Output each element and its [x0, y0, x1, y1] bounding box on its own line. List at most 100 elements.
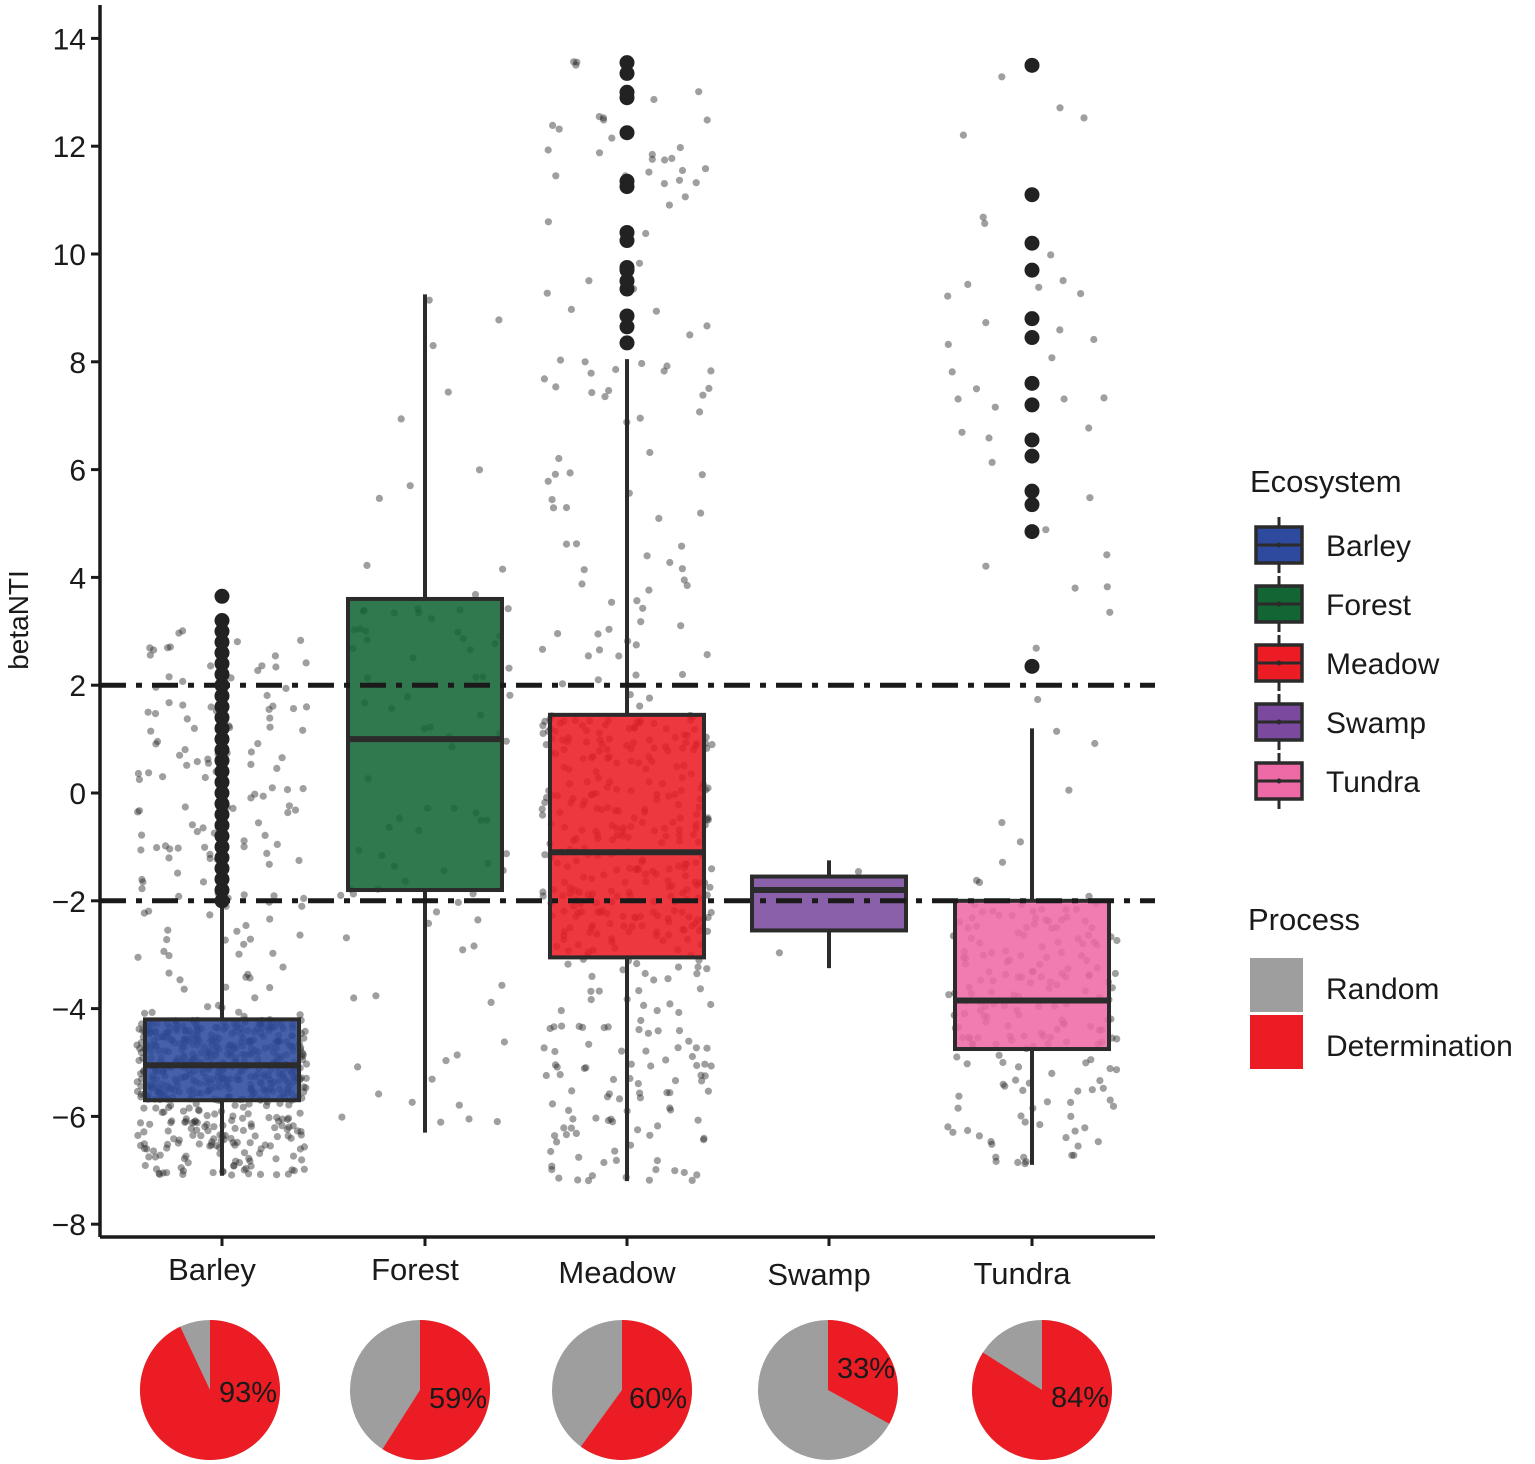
jitter-point [1056, 326, 1064, 334]
jitter-point [665, 201, 674, 209]
outlier-point [214, 763, 230, 779]
jitter-point [553, 1138, 561, 1146]
jitter-point [269, 949, 277, 957]
jitter-point [703, 116, 711, 124]
jitter-point [279, 963, 287, 971]
jitter-point [587, 369, 595, 377]
outlier-point [619, 319, 635, 335]
jitter-point [140, 1104, 148, 1112]
jitter-point [487, 998, 495, 1007]
legend-label: Swamp [1326, 707, 1426, 740]
jitter-point [551, 1061, 560, 1069]
jitter-point [1067, 1098, 1075, 1106]
jitter-point [147, 727, 155, 735]
jitter-point [618, 1047, 626, 1055]
jitter-point [247, 760, 255, 769]
jitter-point [135, 807, 143, 815]
jitter-point [552, 383, 560, 391]
jitter-point [640, 1001, 648, 1010]
pie-meadow: 60% [552, 1320, 693, 1460]
jitter-point [693, 1061, 701, 1070]
jitter-point [504, 605, 512, 613]
legend-label: Random [1326, 973, 1439, 1006]
jitter-point [136, 1044, 144, 1053]
jitter-point [298, 902, 306, 910]
jitter-point [152, 1165, 161, 1173]
jitter-point [954, 1104, 962, 1112]
jitter-point [609, 1075, 618, 1084]
jitter-point [141, 1145, 149, 1153]
jitter-point [465, 1115, 473, 1123]
jitter-point [181, 1118, 189, 1126]
jitter-point [246, 974, 254, 982]
jitter-point [1065, 786, 1073, 794]
jitter-point [176, 976, 184, 984]
jitter-point [455, 1101, 463, 1109]
jitter-point [247, 1122, 255, 1131]
jitter-point [1067, 1112, 1075, 1120]
jitter-point [204, 759, 213, 767]
jitter-point [272, 1155, 280, 1163]
outlier-point [214, 807, 230, 823]
jitter-point [584, 1177, 593, 1185]
jitter-point [158, 1108, 166, 1116]
jitter-point [1043, 1098, 1051, 1106]
jitter-point [181, 803, 189, 811]
jitter-point [587, 987, 595, 995]
y-tick-label: 4 [69, 562, 86, 595]
jitter-point [268, 784, 276, 792]
outlier-point [1024, 483, 1040, 499]
jitter-point [284, 1170, 292, 1178]
jitter-point [595, 646, 604, 654]
jitter-point [572, 540, 581, 548]
jitter-point [1032, 644, 1040, 652]
jitter-point [660, 180, 669, 188]
jitter-point [703, 322, 711, 330]
jitter-point [134, 953, 142, 961]
jitter-point [540, 1044, 548, 1052]
jitter-point [999, 1080, 1007, 1088]
jitter-point [647, 1062, 655, 1070]
jitter-point [137, 1093, 145, 1101]
jitter-point [261, 1141, 269, 1149]
legend-label: Barley [1326, 530, 1411, 563]
jitter-point [543, 289, 551, 297]
jitter-point [187, 1125, 195, 1133]
jitter-point [541, 717, 549, 726]
jitter-point [230, 1162, 238, 1170]
jitter-point [138, 875, 146, 884]
jitter-point [948, 368, 956, 376]
jitter-point [958, 428, 966, 436]
x-tick-label: Forest [371, 1252, 459, 1287]
outlier-point [619, 273, 635, 289]
jitter-point [137, 1082, 145, 1090]
y-tick-label: −2 [52, 886, 86, 919]
jitter-point [1070, 1151, 1078, 1159]
jitter-point [645, 694, 654, 702]
jitter-point [703, 1044, 711, 1052]
jitter-point [1106, 608, 1114, 616]
jitter-point [302, 1084, 310, 1092]
jitter-point [1112, 1066, 1121, 1074]
box-layer [143, 294, 1111, 1182]
jitter-point [703, 651, 711, 659]
pie-swamp: 33% [758, 1320, 898, 1460]
jitter-point [244, 1110, 252, 1118]
jitter-point [151, 710, 160, 718]
pie-slice-determination [972, 1320, 1113, 1460]
jitter-point [1091, 739, 1099, 748]
legend-title-process: Process [1248, 902, 1360, 937]
jitter-point [671, 1077, 680, 1085]
jitter-point [567, 305, 576, 313]
jitter-point [648, 150, 656, 159]
jitter-point [261, 831, 269, 840]
jitter-point [206, 1142, 214, 1150]
y-tick-label: 6 [69, 455, 86, 488]
jitter-point [707, 1000, 715, 1009]
legend-item-forest: Forest [1254, 576, 1412, 632]
jitter-point [982, 562, 990, 570]
jitter-point [269, 702, 277, 710]
jitter-point [265, 860, 273, 868]
outlier-point [214, 785, 230, 801]
y-tick-label: 8 [69, 347, 86, 380]
